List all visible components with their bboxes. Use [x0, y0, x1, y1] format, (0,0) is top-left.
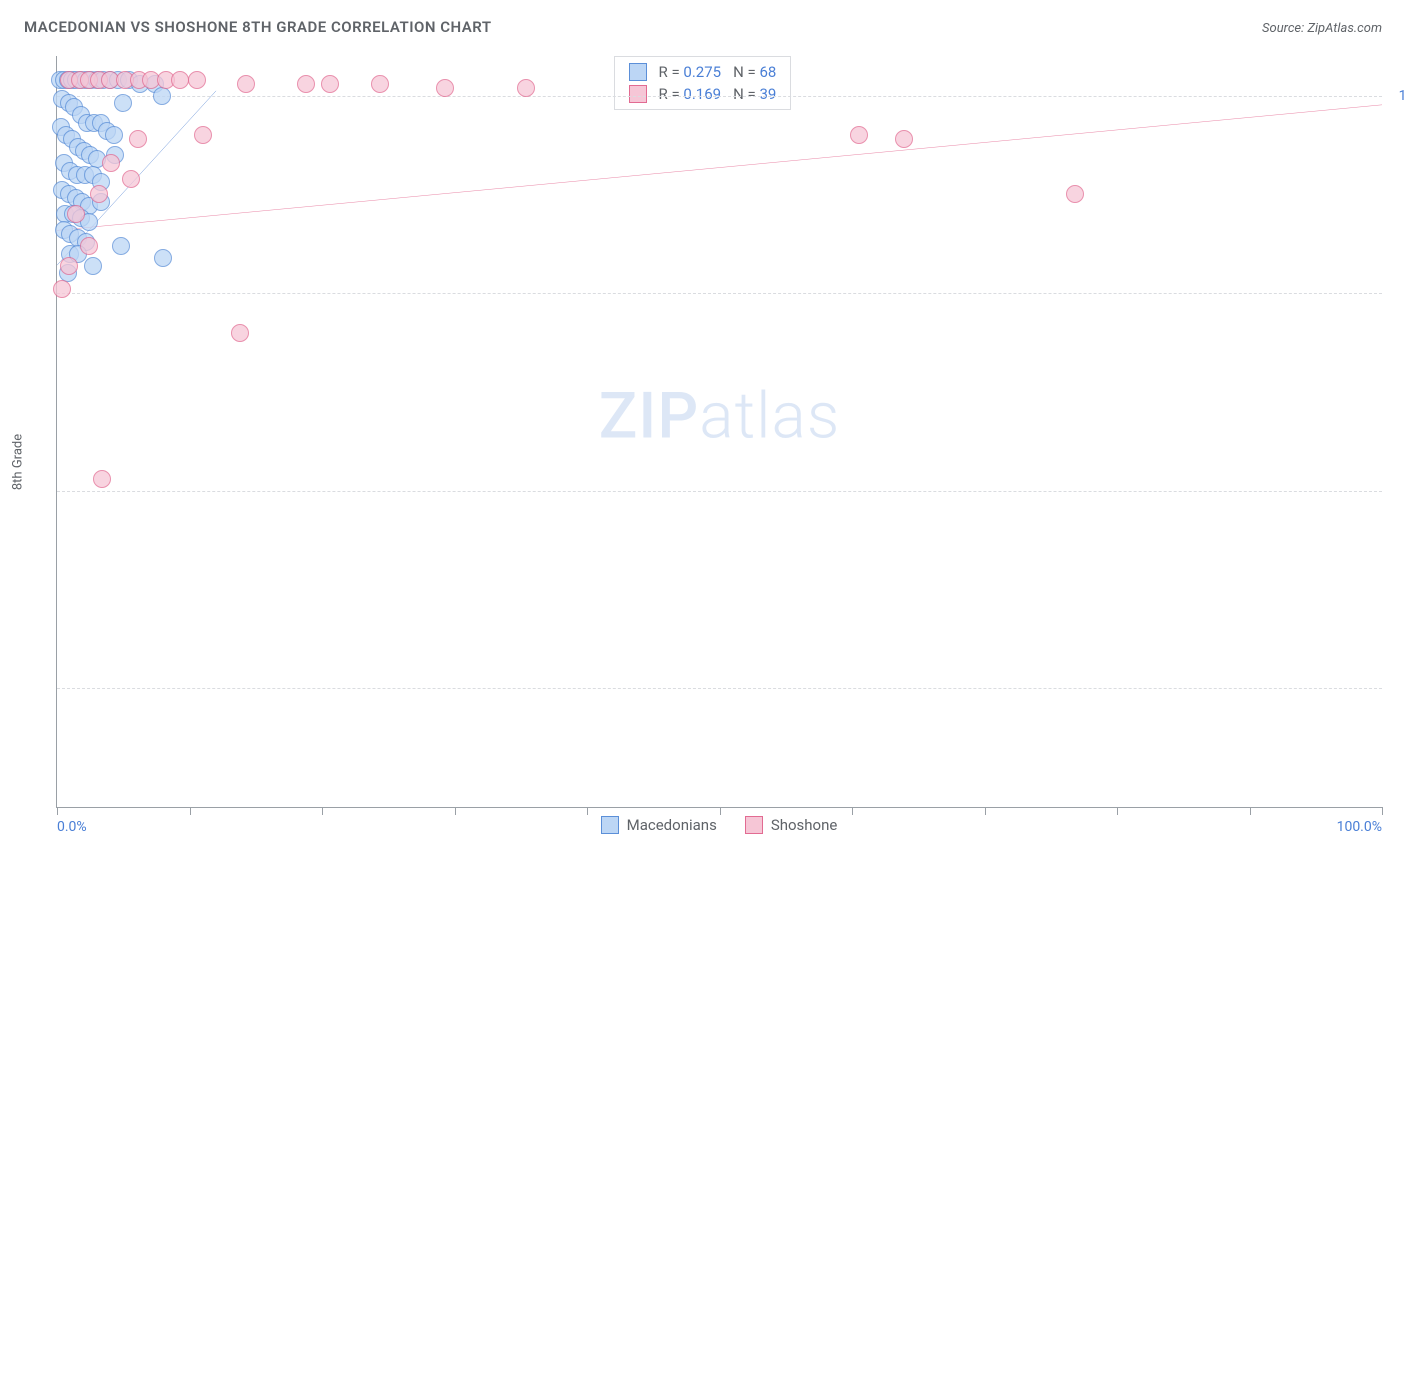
trend-line	[57, 105, 1382, 231]
trend-lines	[57, 56, 1382, 1381]
x-tick	[190, 807, 191, 815]
stat-n-label: N = 68	[733, 63, 776, 81]
stat-r-label: R = 0.275	[659, 63, 722, 81]
data-point	[895, 130, 913, 148]
data-point	[84, 257, 102, 275]
x-tick	[322, 807, 323, 815]
data-point	[114, 94, 132, 112]
legend-label: Shoshone	[771, 816, 838, 834]
y-tick-label: 85.0%	[1388, 680, 1406, 696]
data-point	[850, 126, 868, 144]
gridline	[57, 491, 1382, 492]
legend-swatch	[745, 816, 763, 834]
plot-area: ZIPatlas R = 0.275N = 68R = 0.169N = 39 …	[56, 56, 1382, 808]
data-point	[93, 470, 111, 488]
data-point	[194, 126, 212, 144]
series-swatch	[629, 63, 647, 81]
data-point	[371, 75, 389, 93]
y-axis-label: 8th Grade	[11, 434, 26, 490]
gridline	[57, 293, 1382, 294]
data-point	[80, 237, 98, 255]
x-tick	[57, 807, 58, 815]
stat-n-label: N = 39	[733, 85, 776, 103]
y-tick-label: 90.0%	[1388, 483, 1406, 499]
data-point	[122, 170, 140, 188]
legend-item: Shoshone	[745, 816, 838, 834]
data-point	[129, 130, 147, 148]
legend-item: Macedonians	[601, 816, 717, 834]
data-point	[436, 79, 454, 97]
data-point	[237, 75, 255, 93]
data-point	[188, 71, 206, 89]
data-point	[517, 79, 535, 97]
stats-box: R = 0.275 N = 68 R = 0.169 N = 39	[614, 56, 792, 110]
watermark: ZIPatlas	[599, 379, 841, 454]
data-point	[60, 257, 78, 275]
y-tick-label: 100.0%	[1388, 88, 1406, 104]
x-tick	[1250, 807, 1251, 815]
data-point	[171, 71, 189, 89]
legend-label: Macedonians	[627, 816, 717, 834]
x-tick	[720, 807, 721, 815]
data-point	[105, 126, 123, 144]
x-tick	[455, 807, 456, 815]
x-tick	[1382, 807, 1383, 815]
y-tick-label: 95.0%	[1388, 285, 1406, 301]
x-tick	[587, 807, 588, 815]
chart-title: MACEDONIAN VS SHOSHONE 8TH GRADE CORRELA…	[24, 18, 492, 36]
data-point	[90, 185, 108, 203]
data-point	[153, 87, 171, 105]
data-point	[53, 280, 71, 298]
gridline	[57, 96, 1382, 97]
data-point	[67, 205, 85, 223]
chart-container: 8th Grade ZIPatlas R = 0.275N = 68R = 0.…	[24, 56, 1382, 868]
source-attribution: Source: ZipAtlas.com	[1262, 21, 1382, 36]
stat-r-label: R = 0.169	[659, 85, 722, 103]
x-tick	[985, 807, 986, 815]
data-point	[112, 237, 130, 255]
x-tick	[852, 807, 853, 815]
stats-row: R = 0.169 N = 39	[615, 83, 791, 105]
data-point	[154, 249, 172, 267]
x-tick	[1117, 807, 1118, 815]
data-point	[321, 75, 339, 93]
gridline	[57, 688, 1382, 689]
legend-swatch	[601, 816, 619, 834]
data-point	[102, 154, 120, 172]
series-swatch	[629, 85, 647, 103]
data-point	[231, 324, 249, 342]
data-point	[1066, 185, 1084, 203]
data-point	[297, 75, 315, 93]
legend: Macedonians Shoshone	[56, 816, 1382, 834]
stats-row: R = 0.275 N = 68	[615, 61, 791, 83]
